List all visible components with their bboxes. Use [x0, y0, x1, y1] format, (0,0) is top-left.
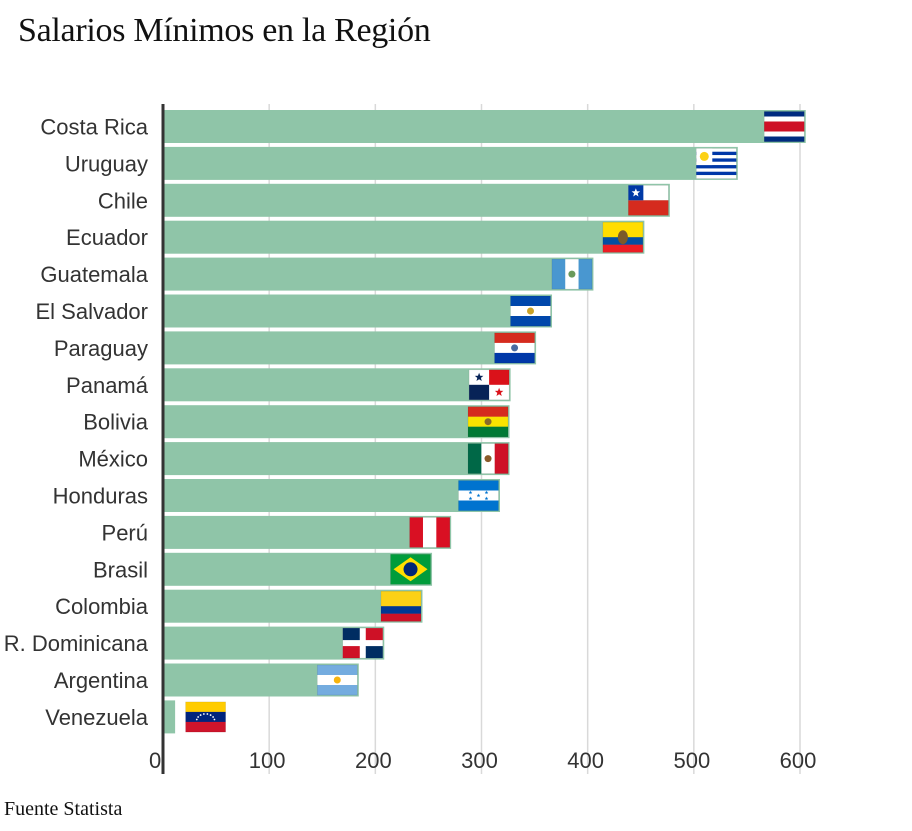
peru-flag-icon [409, 517, 450, 548]
paraguay-flag-icon [494, 332, 535, 364]
category-label: Venezuela [45, 705, 149, 730]
category-label: Ecuador [66, 225, 148, 250]
category-label: Argentina [54, 668, 149, 693]
colombia-flag-icon [380, 590, 422, 622]
bar [164, 257, 594, 291]
guatemala-flag-icon [551, 258, 593, 290]
x-tick-label: 0 [149, 748, 161, 773]
bar [164, 331, 537, 365]
bar [164, 515, 452, 549]
category-label: Guatemala [40, 262, 148, 287]
x-tick-label: 500 [673, 748, 710, 773]
bar [164, 294, 553, 328]
mexico-flag-icon [467, 443, 509, 474]
bar [164, 700, 176, 734]
category-label: Paraguay [54, 336, 148, 361]
bar [164, 405, 510, 439]
category-labels: Costa Rica Uruguay Chile Ecuador Guatemala El… [4, 115, 149, 730]
bar [164, 589, 423, 623]
bar [164, 368, 511, 402]
bars [164, 110, 806, 734]
category-label: Colombia [55, 594, 149, 619]
bar [164, 442, 510, 476]
category-label: R. Dominicana [4, 631, 149, 656]
x-tick-label: 100 [249, 748, 286, 773]
flags [185, 111, 805, 733]
x-tick-label: 600 [780, 748, 817, 773]
bar [164, 110, 806, 143]
ecuador-flag-icon [602, 221, 644, 253]
category-label: Costa Rica [40, 115, 148, 140]
category-label: El Salvador [35, 299, 148, 324]
argentina-flag-icon [316, 664, 358, 696]
honduras-flag-icon [458, 480, 499, 511]
x-tick-label: 400 [567, 748, 604, 773]
bar [164, 220, 645, 254]
x-tick-label: 200 [355, 748, 392, 773]
category-label: Uruguay [65, 151, 148, 176]
bar [164, 479, 500, 512]
bar [164, 146, 738, 180]
bolivia-flag-icon [467, 406, 509, 438]
category-label: Honduras [53, 484, 148, 509]
source-note: Fuente Statista [4, 798, 123, 820]
costa-rica-flag-icon [763, 111, 805, 142]
category-label: Brasil [93, 557, 148, 582]
brazil-flag-icon [390, 553, 431, 585]
dominican-republic-flag-icon [342, 627, 384, 659]
category-label: México [78, 447, 148, 472]
bar [164, 183, 670, 217]
x-axis-ticks: 0 100 200 300 400 500 600 [149, 748, 816, 773]
category-label: Panamá [66, 373, 149, 398]
x-tick-label: 300 [461, 748, 498, 773]
uruguay-flag-icon [695, 148, 737, 179]
bar [164, 552, 433, 586]
el-salvador-flag-icon [510, 295, 551, 327]
category-label: Perú [102, 520, 148, 545]
chile-flag-icon [628, 185, 669, 216]
venezuela-flag-icon [185, 701, 226, 733]
category-label: Chile [98, 188, 148, 213]
panama-flag-icon [468, 369, 510, 401]
category-label: Bolivia [83, 410, 149, 435]
chart-title: Salarios Mínimos en la Región [18, 12, 431, 49]
